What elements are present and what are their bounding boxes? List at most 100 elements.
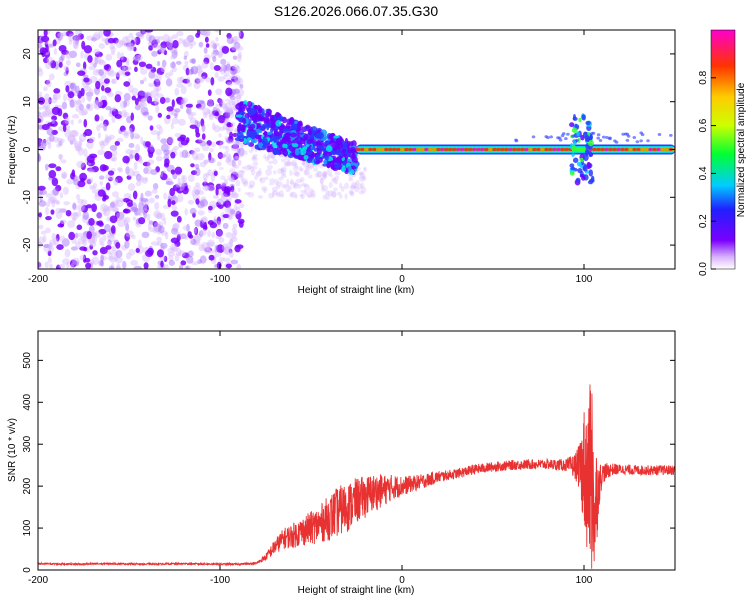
spectrogram-cell bbox=[229, 47, 237, 53]
spectrogram-cell bbox=[321, 184, 328, 191]
spectrogram-cell bbox=[154, 194, 160, 199]
spectrogram-cell bbox=[110, 46, 116, 53]
spectrogram-cell bbox=[199, 219, 205, 229]
spectrogram-cell bbox=[299, 131, 304, 135]
spectrogram-cell bbox=[307, 194, 311, 198]
spectrogram-cell bbox=[204, 185, 209, 191]
spectrogram-cell bbox=[171, 227, 179, 235]
spectrogram-cell bbox=[41, 140, 47, 149]
spectrogram-cell bbox=[242, 138, 248, 144]
spectrogram-cell bbox=[181, 181, 188, 187]
spectrogram-cell bbox=[235, 210, 242, 220]
spectrogram-cell bbox=[217, 152, 224, 160]
spectrogram-cell bbox=[237, 187, 241, 192]
spectrogram-cell bbox=[161, 59, 167, 68]
spectrogram-cell bbox=[572, 113, 576, 121]
spectrogram-cell bbox=[153, 73, 162, 82]
spectrogram-cell bbox=[171, 148, 177, 153]
spectrogram-cell bbox=[322, 171, 327, 179]
spectrogram-cell bbox=[59, 208, 67, 213]
spectrogram-cell bbox=[137, 53, 143, 61]
spectrogram-cell bbox=[189, 207, 197, 215]
spectrogram-cell bbox=[225, 108, 234, 115]
spectrogram-cell bbox=[150, 101, 159, 106]
spectrogram-cell bbox=[624, 147, 629, 152]
spectrogram-cell bbox=[341, 140, 348, 149]
spectrogram-cell bbox=[105, 206, 113, 212]
spectrogram-cell bbox=[238, 152, 244, 158]
spectrogram-cell bbox=[193, 70, 198, 75]
spectrogram-cell bbox=[61, 258, 71, 265]
spectrogram-cell bbox=[635, 140, 640, 144]
spectrogram-cell bbox=[267, 154, 275, 159]
spectrogram-cell bbox=[106, 233, 115, 239]
spectrogram-cell bbox=[225, 257, 231, 264]
spectrogram-cell bbox=[157, 112, 162, 118]
spectrogram-cell bbox=[368, 147, 373, 152]
spectrogram-cell bbox=[234, 199, 242, 204]
spectrogram-cell bbox=[226, 32, 232, 39]
spectrogram-cell bbox=[50, 209, 55, 215]
spectrogram-cell bbox=[101, 85, 105, 92]
spectrogram-cell bbox=[316, 145, 324, 149]
spectrogram-cell bbox=[141, 231, 150, 239]
spectrogram-cell bbox=[188, 111, 197, 117]
spectrogram-cell bbox=[176, 215, 182, 223]
spectrogram-cell bbox=[250, 165, 255, 172]
spectrogram-cell bbox=[107, 37, 115, 44]
spectrogram-cell bbox=[38, 154, 42, 163]
spectrogram-cell bbox=[306, 139, 313, 145]
spectrogram-cell bbox=[70, 82, 77, 91]
spectrogram-cell bbox=[207, 205, 213, 211]
spectrogram-cell bbox=[605, 135, 609, 139]
spectrogram-cell bbox=[528, 147, 533, 152]
spectrogram-cell bbox=[97, 132, 102, 139]
spectrogram-cell bbox=[53, 47, 58, 56]
spectrogram-cell bbox=[251, 155, 256, 160]
spectrogram-cell bbox=[120, 100, 126, 109]
spectrogram-cell bbox=[351, 181, 357, 189]
spectrogram-cell bbox=[322, 170, 327, 178]
spectrogram-cell bbox=[125, 99, 130, 107]
spectrogram-cell bbox=[358, 190, 365, 195]
spectrogram-cell bbox=[228, 239, 234, 248]
spectrogram-cell bbox=[170, 122, 174, 130]
spectrogram-cell bbox=[199, 199, 209, 207]
spectrogram-cell bbox=[96, 220, 100, 226]
ytick-label: -10 bbox=[22, 190, 33, 205]
spectrogram-cell bbox=[152, 182, 159, 190]
spectrogram-cell bbox=[185, 103, 193, 108]
spectrogram-cell bbox=[240, 169, 246, 174]
spectrogram-cell bbox=[113, 178, 119, 186]
spectrogram-cell bbox=[272, 141, 278, 149]
spectrogram-cell bbox=[220, 64, 226, 70]
spectrogram-cell bbox=[184, 235, 188, 241]
spectrogram-cell bbox=[575, 138, 579, 142]
spectrogram-cell bbox=[187, 174, 195, 183]
spectrogram-cell bbox=[95, 80, 101, 90]
spectrogram-cell bbox=[140, 136, 144, 145]
spectrogram-cell bbox=[244, 165, 252, 171]
spectrogram-cell bbox=[207, 186, 215, 191]
spectrogram-cell bbox=[201, 123, 206, 133]
spectrogram-cell bbox=[205, 30, 211, 37]
spectrogram-cell bbox=[190, 65, 199, 75]
spectrogram-cell bbox=[103, 78, 110, 84]
spectrogram-cell bbox=[145, 33, 152, 42]
spectrogram-cell bbox=[171, 117, 179, 125]
spectrogram-cell bbox=[75, 193, 81, 200]
spectrogram-cell bbox=[115, 242, 121, 249]
spectrogram-cell bbox=[217, 197, 224, 205]
spectrogram-cell bbox=[89, 136, 96, 142]
spectrogram-cell bbox=[586, 149, 590, 154]
spectrogram-cell bbox=[98, 43, 105, 49]
spectrogram-cell bbox=[648, 147, 653, 152]
spectrogram-cell bbox=[62, 124, 67, 132]
spectrogram-cell bbox=[145, 249, 154, 258]
spectrogram-cell bbox=[99, 247, 108, 255]
spectrogram-cell bbox=[83, 246, 88, 252]
ytick-label: 200 bbox=[22, 477, 33, 494]
spectrogram-cell bbox=[47, 257, 52, 264]
spectrogram-cell bbox=[139, 91, 146, 96]
spectrogram-cell bbox=[154, 97, 160, 107]
